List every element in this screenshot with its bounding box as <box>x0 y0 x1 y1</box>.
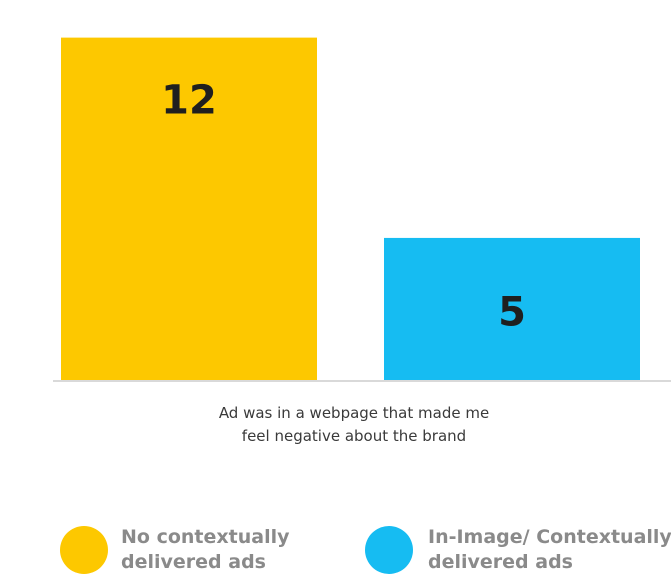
bars-group: 12 5 <box>61 37 640 381</box>
legend-swatch-series-1 <box>60 526 108 574</box>
legend-label-series-2-line-2: delivered ads <box>428 551 573 573</box>
legend-label-series-1-line-1: No contextually <box>121 526 290 548</box>
legend: No contextually delivered ads In-Image/ Co… <box>60 526 671 574</box>
category-label-line-1: Ad was in a webpage that made me <box>219 404 489 422</box>
data-label-series-2: 5 <box>498 289 526 335</box>
legend-label-series-2-line-1: In-Image/ Contextually <box>428 526 671 548</box>
legend-swatch-series-2 <box>365 526 413 574</box>
bar-series-1 <box>61 37 317 381</box>
legend-label-series-1-line-2: delivered ads <box>121 551 266 573</box>
bar-series-2 <box>384 237 640 381</box>
category-label-line-2: feel negative about the brand <box>242 427 466 445</box>
data-label-series-1: 12 <box>161 78 217 124</box>
